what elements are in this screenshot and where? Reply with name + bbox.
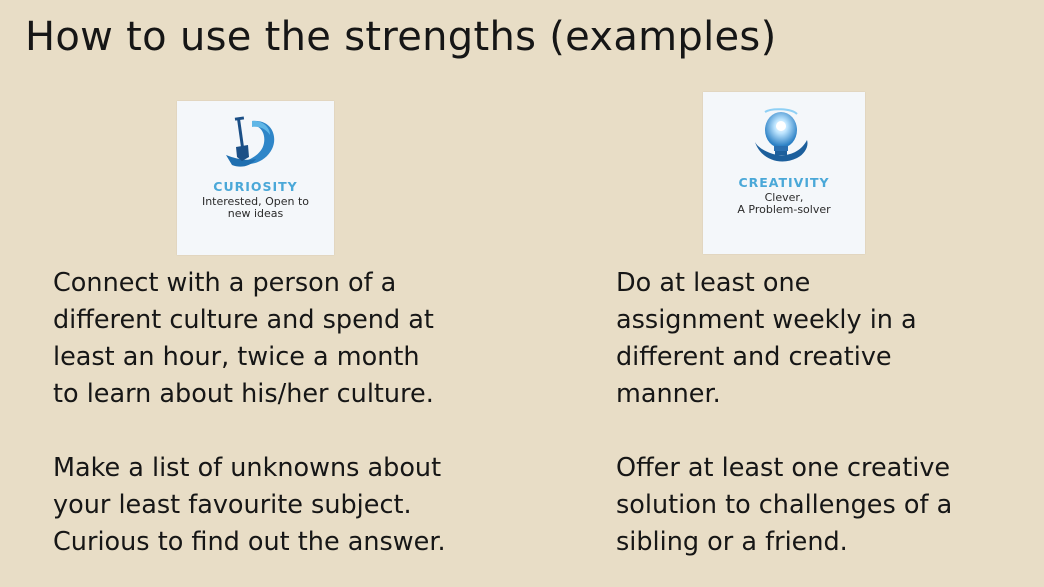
creativity-examples: Do at least one assignment weekly in a d… [616,265,1036,561]
curiosity-subtitle-line: new ideas [227,207,284,220]
text-line: Connect with a person of a [53,268,397,298]
creativity-example-paragraph: Do at least one assignment weekly in a d… [616,265,1036,413]
lightbulb-icon [755,108,808,162]
curiosity-subtitle-line: Interested, Open to [201,195,310,208]
creativity-subtitle: Clever, A Problem-solver [703,192,865,216]
creativity-heading: CREATIVITY [738,175,830,190]
text-line: different and creative [616,342,892,372]
text-line: Curious to find out the answer. [53,527,446,557]
text-line: your least favourite subject. [53,490,412,520]
curiosity-example-paragraph: Connect with a person of a different cul… [53,265,573,413]
slide-title: How to use the strengths (examples) [25,14,777,60]
creativity-subtitle-line: A Problem-solver [737,203,831,216]
creativity-card: CREATIVITY Clever, A Problem-solver [703,92,865,254]
text-line: to learn about his/her culture. [53,379,434,409]
curiosity-subtitle: Interested, Open to new ideas [177,196,334,220]
shovel-ribbon-icon [226,116,275,167]
text-line: Make a list of unknowns about [53,453,442,483]
curiosity-heading: CURIOSITY [213,179,298,194]
text-line: Offer at least one creative [616,453,951,483]
curiosity-card: CURIOSITY Interested, Open to new ideas [177,101,334,255]
text-line: sibling or a friend. [616,527,848,557]
curiosity-examples: Connect with a person of a different cul… [53,265,573,561]
text-line: manner. [616,379,721,409]
text-line: assignment weekly in a [616,305,917,335]
text-line: different culture and spend at [53,305,434,335]
text-line: least an hour, twice a month [53,342,420,372]
creativity-example-paragraph: Offer at least one creative solution to … [616,450,1036,561]
text-line: solution to challenges of a [616,490,953,520]
text-line: Do at least one [616,268,811,298]
creativity-subtitle-line: Clever, [764,191,804,204]
curiosity-example-paragraph: Make a list of unknowns about your least… [53,450,573,561]
